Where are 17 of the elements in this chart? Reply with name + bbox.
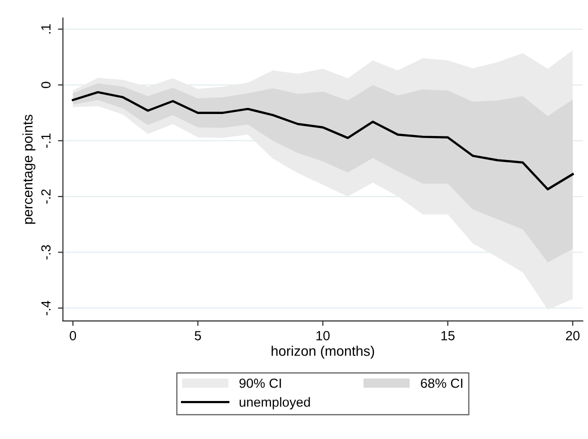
line-series <box>72 91 574 190</box>
legend-label: 90% CI <box>239 378 281 388</box>
legend-label: unemployed <box>240 397 310 410</box>
y-tick-label: .1 <box>41 24 50 34</box>
x-axis-title: horizon (months) <box>272 346 374 359</box>
x-tick-label: 15 <box>441 331 455 340</box>
y-tick-label: -.1 <box>41 134 50 148</box>
x-tick-label: 10 <box>316 330 330 340</box>
y-tick-label: 0 <box>41 82 51 88</box>
x-tick-label: 5 <box>194 331 201 340</box>
y-axis-title: percentage points <box>22 114 36 224</box>
x-tick-label: 20 <box>566 330 580 340</box>
y-tick-label: -.4 <box>41 300 50 316</box>
y-tick-label: -.3 <box>41 245 51 260</box>
y-tick-label: -.2 <box>41 189 50 204</box>
legend-label: 68% CI <box>420 378 462 388</box>
x-tick-label: 0 <box>70 330 76 340</box>
